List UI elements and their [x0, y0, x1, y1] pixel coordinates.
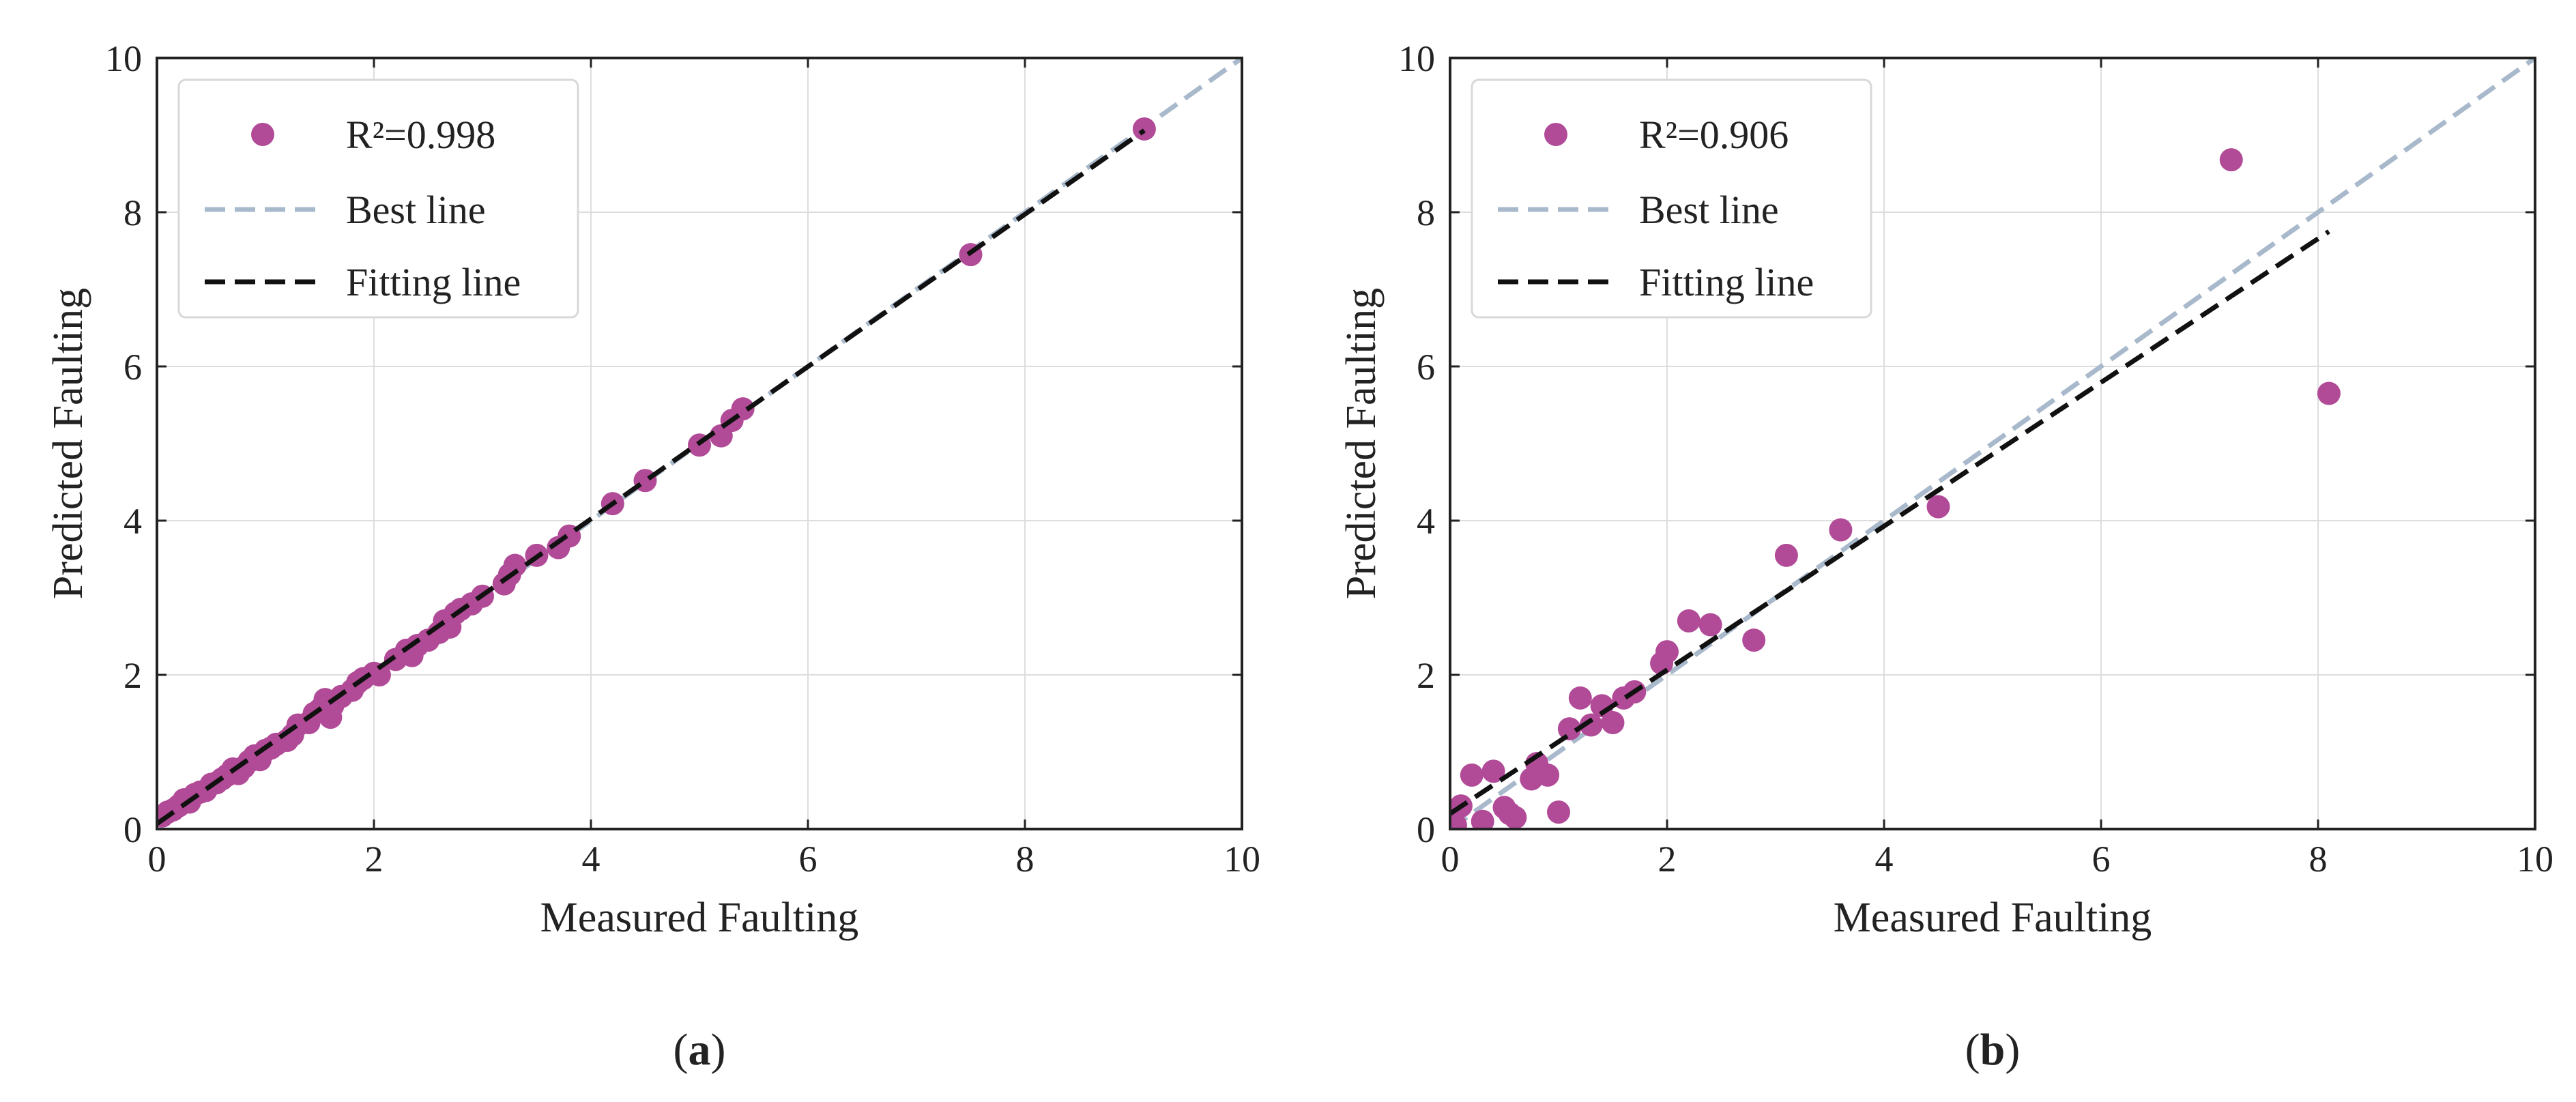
data-point — [1460, 763, 1484, 787]
legend-label: Fitting line — [1639, 260, 1814, 304]
legend-label: Best line — [346, 188, 486, 232]
y-tick-label: 10 — [1398, 38, 1435, 79]
caption-open-paren: ( — [674, 1025, 689, 1075]
x-tick-label: 6 — [2092, 839, 2111, 880]
x-tick-label: 0 — [1441, 839, 1460, 880]
data-point — [2219, 148, 2243, 172]
legend-label: Fitting line — [346, 260, 521, 304]
x-tick-label: 8 — [1016, 839, 1034, 880]
axes-frame — [156, 57, 1243, 830]
legend-label: R²=0.906 — [1639, 113, 1789, 157]
data-point — [1926, 495, 1950, 519]
data-point — [1579, 713, 1603, 737]
x-tick-label: 10 — [1224, 839, 1260, 880]
y-tick-label: 6 — [124, 347, 142, 388]
y-tick-label: 8 — [124, 192, 142, 233]
y-tick-label: 6 — [1417, 347, 1435, 388]
y-tick-label: 0 — [1417, 809, 1435, 850]
legend-label: R²=0.998 — [346, 113, 495, 157]
data-point — [1774, 543, 1798, 567]
fitting-line — [157, 128, 1146, 826]
data-point — [1655, 640, 1679, 664]
data-point — [1450, 813, 1467, 829]
legend-label: Best line — [1639, 188, 1779, 232]
legend: R²=0.906 Best line Fitting line — [1471, 78, 1872, 319]
panel-a: 0 2 4 6 8 10 0 2 4 6 8 10 Measured Faulting Predicted… — [45, 38, 1260, 1075]
y-tick-label: 4 — [124, 501, 142, 542]
plot-area — [1450, 58, 2535, 829]
panel-caption: (a) — [674, 1025, 726, 1075]
data-point — [1698, 613, 1722, 637]
panel-caption: (b) — [1965, 1025, 2021, 1075]
data-point — [1132, 117, 1156, 141]
data-point — [1829, 518, 1853, 542]
legend-marker-symbol — [1544, 123, 1567, 146]
x-tick-label: 4 — [1875, 839, 1894, 880]
data-point — [503, 553, 527, 577]
x-tick-label: 6 — [799, 839, 817, 880]
data-point — [1601, 711, 1625, 735]
data-point — [1677, 609, 1701, 633]
x-tick-label: 8 — [2309, 839, 2328, 880]
caption-open-paren: ( — [1965, 1025, 1980, 1075]
caption-letter: a — [689, 1025, 711, 1075]
x-axis-title: Measured Faulting — [540, 895, 859, 941]
data-point — [1557, 717, 1581, 741]
y-tick-label: 4 — [1417, 501, 1435, 542]
data-point — [1481, 759, 1505, 783]
data-point — [2317, 381, 2341, 405]
y-tick-label: 2 — [124, 655, 142, 696]
fitting-line — [1450, 229, 2330, 816]
y-tick-label: 0 — [124, 809, 142, 850]
y-axis-title: Predicted Faulting — [45, 288, 91, 599]
legend-box — [177, 78, 579, 319]
x-axis-title: Measured Faulting — [1834, 895, 2152, 941]
data-point — [1547, 800, 1570, 824]
plot-area — [157, 58, 1242, 829]
data-point — [1503, 806, 1527, 829]
y-tick-label: 8 — [1417, 192, 1435, 233]
caption-letter: b — [1980, 1025, 2006, 1075]
x-tick-label: 2 — [1658, 839, 1677, 880]
x-tick-label: 10 — [2517, 839, 2553, 880]
x-tick-label: 0 — [148, 839, 167, 880]
caption-close-paren: ) — [2005, 1025, 2020, 1075]
caption-close-paren: ) — [711, 1025, 726, 1075]
x-tick-label: 4 — [582, 839, 600, 880]
legend-marker-symbol — [251, 123, 274, 146]
panel-b: 0 2 4 6 8 10 0 2 4 6 8 10 Measured Faulting Predicted… — [1338, 38, 2553, 1075]
axes-frame — [1449, 57, 2536, 830]
data-point — [1471, 809, 1494, 829]
data-point — [1742, 628, 1766, 652]
y-tick-label: 10 — [105, 38, 142, 79]
legend-box — [1471, 78, 1872, 319]
y-tick-label: 2 — [1417, 655, 1435, 696]
data-point — [367, 663, 391, 686]
data-point — [1536, 763, 1560, 787]
data-point — [1568, 686, 1592, 710]
y-axis-title: Predicted Faulting — [1338, 288, 1385, 599]
x-tick-label: 2 — [365, 839, 383, 880]
legend: R²=0.998 Best line Fitting line — [177, 78, 579, 319]
